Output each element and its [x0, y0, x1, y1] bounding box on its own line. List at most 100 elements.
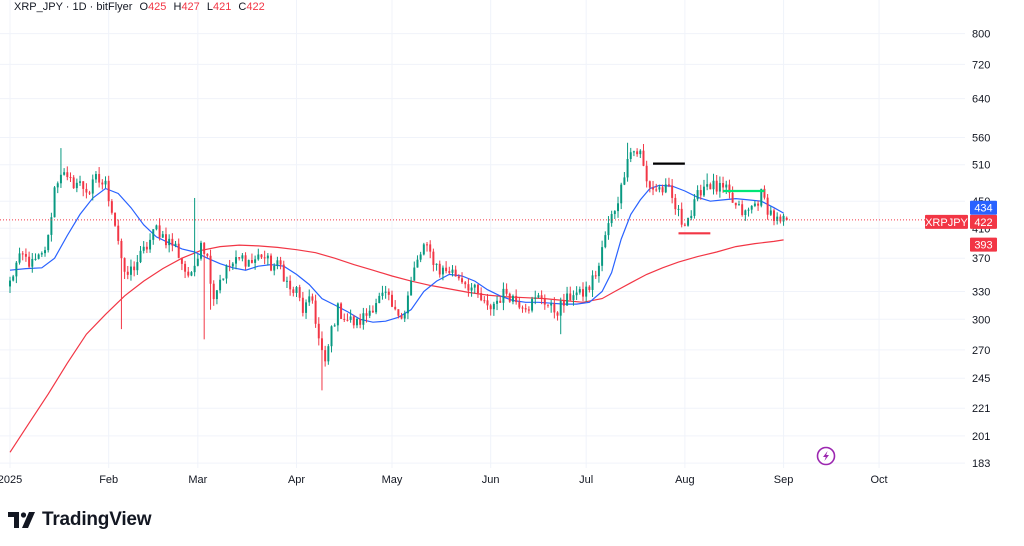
y-tick-label: 330 [972, 287, 990, 299]
candle-body [381, 292, 384, 296]
y-tick-label: 640 [972, 94, 990, 106]
candle-body [712, 180, 715, 190]
candle-body [432, 251, 435, 265]
candle-body [120, 240, 123, 259]
candle-body [597, 265, 600, 277]
ma-short-line [9, 184, 784, 323]
candle-body [177, 243, 180, 258]
candle-body [607, 223, 610, 236]
last-price-tag-bg [970, 214, 997, 229]
candle-body [617, 203, 620, 212]
candle-body [441, 267, 444, 275]
y-tick-label: 720 [972, 59, 990, 71]
ma-short-tag: 434 [974, 203, 992, 215]
candle-body [66, 172, 69, 178]
candle-body [645, 165, 648, 182]
candle-body [282, 264, 285, 282]
candle-body [601, 247, 604, 266]
candle-body [734, 202, 737, 206]
candle-body [769, 210, 772, 215]
candle-body [582, 289, 584, 297]
tradingview-logo[interactable]: TradingView [8, 509, 152, 531]
candle-body [161, 234, 164, 238]
candle-body [629, 152, 632, 159]
candle-body [276, 260, 279, 266]
candle-body [572, 295, 575, 300]
candle-body [671, 185, 674, 198]
y-tick-label: 183 [972, 458, 990, 470]
candle-body [336, 303, 339, 326]
candle-body [489, 305, 492, 310]
candle-body [674, 197, 677, 210]
candle-body [317, 323, 320, 339]
candle-body [75, 182, 78, 189]
candle-body [164, 234, 167, 246]
candle-body [123, 258, 126, 272]
candle-body [776, 216, 779, 221]
candle-body [333, 325, 336, 327]
candle-body [620, 184, 623, 204]
candle-body [511, 295, 514, 302]
candle-body [737, 204, 740, 206]
candle-body [31, 259, 34, 267]
candle-body [244, 255, 247, 267]
symbol-name[interactable]: XRP_JPY [14, 1, 63, 13]
separator: · [89, 1, 94, 13]
candle-body [753, 203, 756, 206]
x-tick-label: Sep [774, 474, 794, 486]
candle-body [534, 297, 537, 299]
y-tick-label: 800 [972, 29, 990, 41]
candle-body [263, 257, 266, 259]
horizontal-levels [653, 162, 765, 235]
open-value: 425 [148, 1, 167, 13]
candle-body [422, 244, 425, 255]
candle-body [231, 263, 234, 267]
candle-body [687, 218, 690, 226]
candle-body [766, 197, 769, 215]
candle-body [429, 244, 432, 252]
candle-body [652, 187, 655, 190]
candle-body [107, 180, 110, 202]
candle-body [139, 250, 142, 263]
ma-long-tag-bg [970, 237, 997, 252]
candle-body [406, 295, 409, 314]
candle-body [492, 303, 495, 310]
low-label: L [206, 1, 213, 13]
price-axis[interactable]: 1832012212452703003303704104505105606407… [972, 29, 990, 471]
candle-body [709, 184, 712, 190]
tradingview-logo-icon [8, 512, 35, 528]
candle-body [632, 151, 635, 153]
candle-body [152, 229, 155, 240]
candle-body [702, 186, 705, 196]
candle-body [760, 188, 763, 206]
candle-body [142, 246, 145, 251]
candle-body [457, 276, 460, 279]
candle-body [209, 255, 212, 284]
candle-body [722, 183, 725, 188]
candle-body [314, 300, 317, 324]
lightning-icon[interactable] [816, 446, 836, 466]
exchange-name: bitFlyer [96, 1, 133, 13]
candle-body [785, 217, 788, 220]
candle-body [677, 208, 680, 210]
candle-body [34, 258, 37, 260]
candle-body [69, 177, 72, 179]
candle-body [524, 308, 527, 310]
x-tick-label: Oct [870, 474, 887, 486]
price-tags: 434 422 393 XRPJPY [925, 200, 997, 252]
candle-body [594, 275, 597, 277]
candle-body [254, 259, 257, 263]
candle-body [250, 260, 253, 263]
candle-body [285, 280, 288, 282]
time-axis[interactable]: 2025 Feb Mar Apr May Jun Jul Aug Sep Oct [0, 474, 888, 486]
high-value: 427 [181, 1, 200, 13]
interval[interactable]: 1D [72, 1, 87, 13]
candle-body [499, 300, 502, 303]
candle-body [562, 301, 565, 306]
candle-body [18, 253, 21, 263]
candle-body [648, 181, 651, 188]
candle-body [467, 284, 470, 291]
candle-body [228, 265, 231, 267]
ma-long-line [9, 239, 784, 453]
